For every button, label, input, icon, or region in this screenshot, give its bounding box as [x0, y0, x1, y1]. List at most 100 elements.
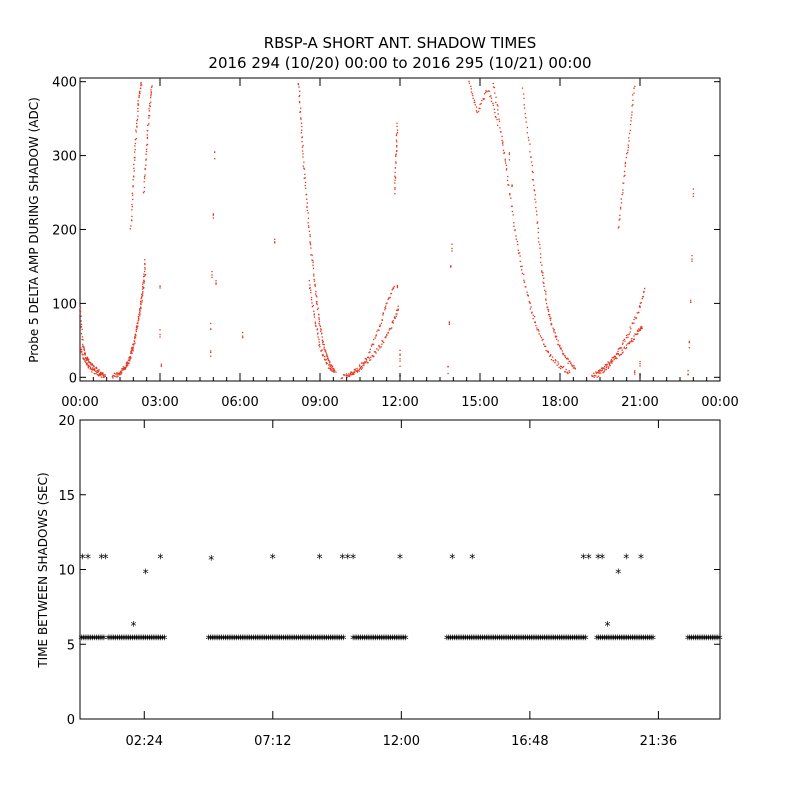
- data-point: [134, 142, 137, 145]
- data-point: *: [316, 632, 322, 646]
- data-point: [395, 309, 398, 311]
- data-point: [96, 371, 98, 373]
- bottom-x-tick-label: 12:00: [383, 734, 420, 749]
- data-point: [621, 349, 623, 351]
- data-point: [634, 373, 636, 375]
- data-point: [298, 95, 300, 98]
- data-point: [395, 162, 397, 164]
- data-point: [297, 83, 299, 85]
- data-point: [301, 141, 303, 143]
- data-point: [321, 336, 323, 338]
- data-point: *: [152, 632, 158, 646]
- data-point: [606, 365, 608, 367]
- data-point: [362, 364, 364, 367]
- data-point: [396, 286, 399, 289]
- data-point: *: [312, 632, 318, 646]
- bottom-x-tick-label: 16:48: [511, 734, 548, 749]
- data-point: [303, 177, 305, 179]
- data-point: [135, 336, 137, 339]
- data-point: [138, 94, 140, 97]
- bottom-x-tick-label: 07:12: [254, 734, 291, 749]
- data-point: [159, 336, 161, 338]
- data-point: [630, 339, 633, 341]
- data-point: *: [489, 632, 495, 646]
- data-point: [95, 366, 98, 369]
- data-point: [617, 227, 620, 229]
- data-point: [619, 214, 621, 217]
- data-point: *: [453, 632, 459, 646]
- data-point: *: [294, 632, 300, 646]
- data-point: [531, 312, 533, 314]
- data-point: [304, 173, 306, 176]
- data-point: [96, 367, 98, 370]
- data-point: [80, 320, 82, 322]
- data-point: [622, 351, 624, 353]
- data-point: [371, 343, 374, 345]
- data-point: [490, 95, 492, 97]
- chart-title-line1: RBSP-A SHORT ANT. SHADOW TIMES: [264, 34, 537, 52]
- data-point: [381, 339, 383, 342]
- data-point: [133, 343, 135, 345]
- data-point: *: [626, 632, 632, 646]
- data-point: [313, 316, 316, 318]
- data-point: [149, 104, 151, 107]
- data-point: [120, 373, 123, 375]
- data-point: [84, 360, 86, 362]
- data-point: [394, 175, 396, 177]
- data-point: [523, 107, 526, 109]
- data-point: [89, 366, 92, 369]
- data-point: *: [260, 632, 266, 646]
- data-point: [309, 234, 311, 236]
- data-point: *: [539, 632, 545, 646]
- data-point: [609, 365, 611, 367]
- data-point: [395, 161, 397, 163]
- data-point: [526, 291, 528, 293]
- data-point: *: [356, 632, 362, 646]
- data-point: [323, 358, 326, 360]
- bottom-plot-frame: [79, 419, 721, 720]
- data-point: [492, 102, 494, 105]
- data-point: [626, 153, 628, 155]
- data-point: *: [279, 632, 285, 646]
- data-point: [603, 368, 606, 370]
- data-point: [630, 120, 632, 122]
- data-point: [478, 107, 480, 109]
- data-point: [538, 333, 540, 335]
- data-point: [320, 330, 322, 332]
- data-point: [160, 363, 163, 365]
- data-point: [507, 175, 509, 178]
- data-point: *: [206, 632, 212, 646]
- data-point: [690, 299, 692, 301]
- data-point: [141, 299, 143, 302]
- data-point: [97, 369, 99, 371]
- data-point: [121, 369, 123, 371]
- data-point: *: [329, 632, 335, 646]
- data-point: [640, 327, 642, 330]
- data-point: *: [245, 632, 251, 646]
- data-point: *: [709, 632, 715, 646]
- data-point: *: [318, 632, 324, 646]
- data-point: [318, 317, 320, 319]
- data-point: [470, 91, 473, 93]
- data-point: [502, 149, 505, 152]
- data-point: [504, 158, 506, 160]
- top-y-tick-label: 300: [52, 150, 77, 165]
- data-point: [80, 348, 82, 351]
- bottom-plot-marks: ****************************************…: [78, 552, 722, 647]
- data-point: [559, 345, 561, 348]
- data-point: [548, 355, 551, 357]
- data-point: *: [120, 632, 126, 646]
- data-point: [619, 354, 621, 356]
- data-point: [688, 347, 691, 349]
- data-point: [521, 87, 524, 89]
- data-point: *: [521, 632, 527, 646]
- data-point: [549, 315, 551, 318]
- data-point: [301, 150, 304, 152]
- data-point: [559, 344, 561, 347]
- data-point: [81, 351, 83, 353]
- data-point: *: [85, 552, 91, 566]
- data-point: *: [698, 632, 704, 646]
- data-point: [380, 322, 383, 324]
- data-point: [135, 137, 137, 140]
- data-point: [360, 367, 362, 369]
